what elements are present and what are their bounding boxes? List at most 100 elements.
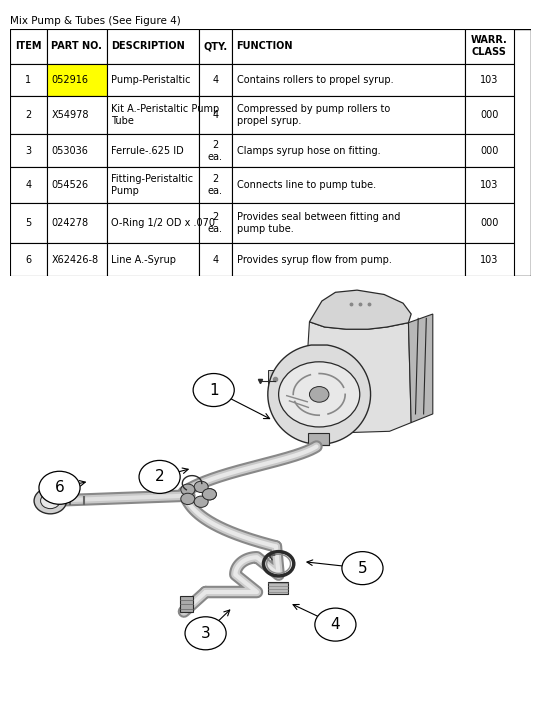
Text: 2: 2 xyxy=(155,470,164,485)
Bar xyxy=(107,64,199,96)
Text: 000: 000 xyxy=(480,218,498,228)
Circle shape xyxy=(34,488,67,514)
Text: FUNCTION: FUNCTION xyxy=(236,41,293,51)
Text: 4: 4 xyxy=(213,75,219,85)
Text: DESCRIPTION: DESCRIPTION xyxy=(111,41,185,51)
Text: 052916: 052916 xyxy=(51,75,89,85)
Bar xyxy=(47,64,107,96)
Bar xyxy=(199,64,233,96)
Text: 5: 5 xyxy=(358,561,367,576)
Text: Fitting-Peristaltic
Pump: Fitting-Peristaltic Pump xyxy=(111,174,194,196)
Bar xyxy=(10,29,47,64)
Bar xyxy=(465,134,514,167)
Bar xyxy=(199,29,233,64)
Circle shape xyxy=(202,489,216,500)
Circle shape xyxy=(41,493,60,508)
Bar xyxy=(233,134,465,167)
Text: 024278: 024278 xyxy=(51,218,89,228)
Text: 2
ea.: 2 ea. xyxy=(208,212,223,234)
Circle shape xyxy=(342,551,383,584)
Text: Mix Pump & Tubes (See Figure 4): Mix Pump & Tubes (See Figure 4) xyxy=(10,16,181,26)
Text: 000: 000 xyxy=(480,146,498,156)
Bar xyxy=(47,134,107,167)
Bar xyxy=(233,64,465,96)
Text: Compressed by pump rollers to
propel syrup.: Compressed by pump rollers to propel syr… xyxy=(236,104,390,126)
Text: 4: 4 xyxy=(25,180,31,190)
Bar xyxy=(107,167,199,202)
Circle shape xyxy=(139,460,180,493)
Text: O-Ring 1/2 OD x .070: O-Ring 1/2 OD x .070 xyxy=(111,218,215,228)
Text: Ferrule-.625 ID: Ferrule-.625 ID xyxy=(111,146,184,156)
Bar xyxy=(308,433,329,445)
Bar xyxy=(107,29,199,64)
Bar xyxy=(465,64,514,96)
Bar xyxy=(10,167,47,202)
Bar xyxy=(107,134,199,167)
Bar xyxy=(465,202,514,243)
Text: 103: 103 xyxy=(480,255,498,265)
Circle shape xyxy=(315,608,356,641)
Text: 5: 5 xyxy=(25,218,31,228)
Bar xyxy=(199,134,233,167)
Text: Connects line to pump tube.: Connects line to pump tube. xyxy=(236,180,376,190)
Circle shape xyxy=(181,484,195,495)
Text: 1: 1 xyxy=(209,383,219,398)
Polygon shape xyxy=(309,290,411,330)
Text: Clamps syrup hose on fitting.: Clamps syrup hose on fitting. xyxy=(236,146,380,156)
Bar xyxy=(268,582,288,595)
Bar xyxy=(465,96,514,134)
Text: 3: 3 xyxy=(25,146,31,156)
Bar xyxy=(233,202,465,243)
Text: 4: 4 xyxy=(331,617,340,632)
Bar xyxy=(47,96,107,134)
Bar xyxy=(47,243,107,276)
Text: 2
ea.: 2 ea. xyxy=(208,139,223,162)
Bar xyxy=(10,64,47,96)
Text: X62426-8: X62426-8 xyxy=(51,255,98,265)
Text: Line A.-Syrup: Line A.-Syrup xyxy=(111,255,176,265)
Bar xyxy=(47,202,107,243)
Text: 3: 3 xyxy=(201,626,210,640)
Text: Contains rollers to propel syrup.: Contains rollers to propel syrup. xyxy=(236,75,393,85)
Text: QTY.: QTY. xyxy=(203,41,228,51)
Bar xyxy=(233,243,465,276)
Bar xyxy=(465,243,514,276)
Text: 4: 4 xyxy=(213,111,219,121)
Bar xyxy=(233,167,465,202)
Bar xyxy=(47,167,107,202)
Bar xyxy=(107,202,199,243)
Circle shape xyxy=(309,386,329,402)
Circle shape xyxy=(39,471,80,504)
Polygon shape xyxy=(303,322,411,434)
Bar xyxy=(233,96,465,134)
Bar xyxy=(180,597,193,612)
Text: ITEM: ITEM xyxy=(15,41,42,51)
Text: X54978: X54978 xyxy=(51,111,89,121)
Circle shape xyxy=(279,362,360,427)
Bar xyxy=(10,202,47,243)
Bar xyxy=(107,243,199,276)
Text: Kit A.-Peristaltic Pump
Tube: Kit A.-Peristaltic Pump Tube xyxy=(111,104,220,126)
Text: 054526: 054526 xyxy=(51,180,89,190)
Text: 103: 103 xyxy=(480,180,498,190)
Text: 1: 1 xyxy=(25,75,31,85)
Bar xyxy=(465,167,514,202)
Text: 103: 103 xyxy=(480,75,498,85)
Polygon shape xyxy=(268,345,371,444)
Polygon shape xyxy=(408,314,433,423)
Polygon shape xyxy=(268,370,281,388)
Circle shape xyxy=(202,489,216,500)
Circle shape xyxy=(193,373,234,406)
Text: 6: 6 xyxy=(55,480,64,495)
Text: Provides syrup flow from pump.: Provides syrup flow from pump. xyxy=(236,255,392,265)
Text: WARR.
CLASS: WARR. CLASS xyxy=(471,35,507,57)
Circle shape xyxy=(185,617,226,650)
Text: Provides seal between fitting and
pump tube.: Provides seal between fitting and pump t… xyxy=(236,212,400,234)
Circle shape xyxy=(194,481,208,493)
Bar xyxy=(10,243,47,276)
Bar xyxy=(465,29,514,64)
Text: 053036: 053036 xyxy=(51,146,88,156)
Bar xyxy=(233,29,465,64)
Bar xyxy=(199,243,233,276)
Circle shape xyxy=(194,496,208,508)
